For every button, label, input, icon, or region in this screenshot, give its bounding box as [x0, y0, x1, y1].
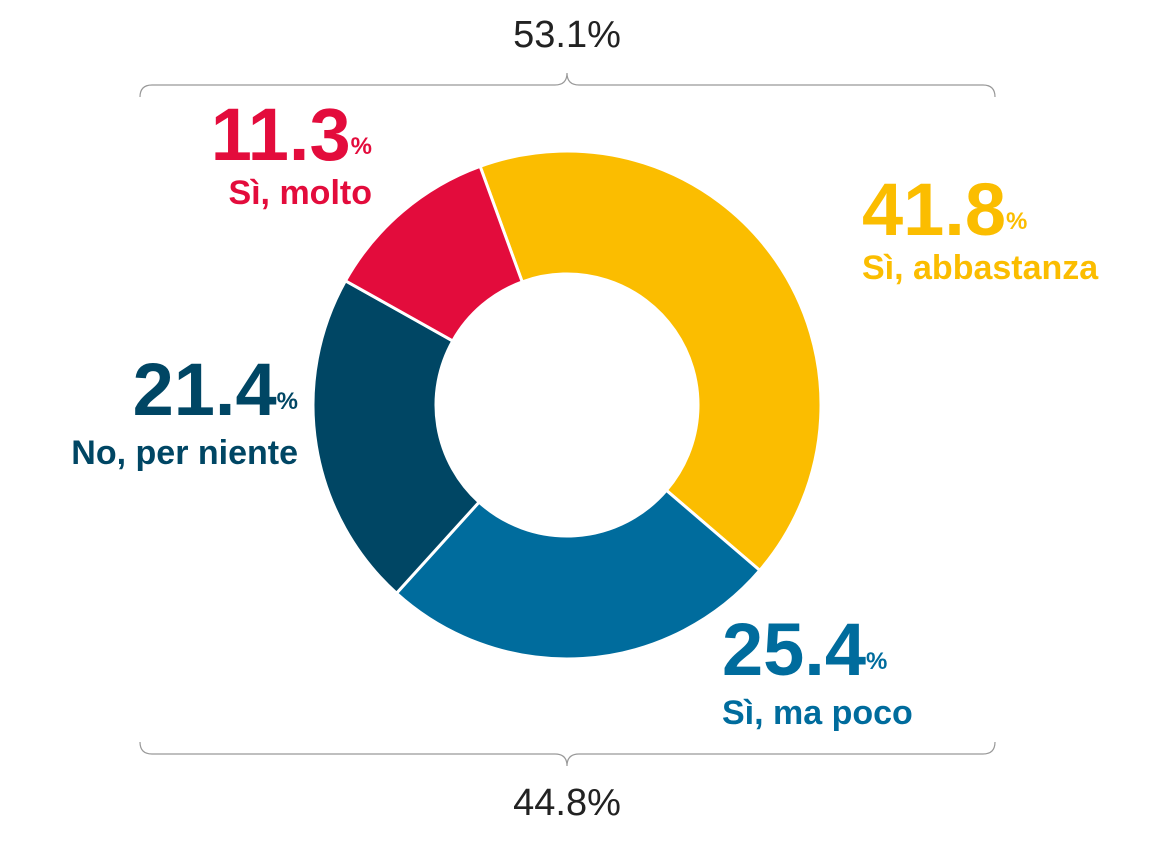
- value-number: 21.4: [133, 348, 277, 431]
- category-label: No, per niente: [71, 434, 298, 472]
- value-label: 41.8%: [862, 168, 1027, 251]
- annotation: 53.1%: [513, 14, 621, 56]
- value-number: 25.4: [722, 608, 866, 691]
- value-label: 21.4%: [133, 348, 298, 431]
- top-bracket: [139, 72, 996, 98]
- annotation: 44.8%: [513, 782, 621, 824]
- value-label: 25.4%: [722, 608, 887, 691]
- value-label: 11.3%: [211, 93, 372, 176]
- value-number: 41.8: [862, 168, 1006, 251]
- donut-segment: [311, 278, 482, 596]
- value-unit: %: [866, 648, 887, 675]
- bottom-bracket: [139, 741, 996, 767]
- value-unit: %: [351, 133, 372, 160]
- donut-segment: [478, 149, 823, 573]
- category-label: Sì, ma poco: [722, 694, 913, 732]
- value-number: 11.3: [211, 93, 351, 176]
- donut-segment: [394, 488, 762, 661]
- value-unit: %: [277, 388, 298, 415]
- value-unit: %: [1006, 208, 1027, 235]
- category-label: Sì, abbastanza: [862, 249, 1099, 287]
- donut-segment: [343, 164, 525, 343]
- category-label: Sì, molto: [228, 174, 372, 212]
